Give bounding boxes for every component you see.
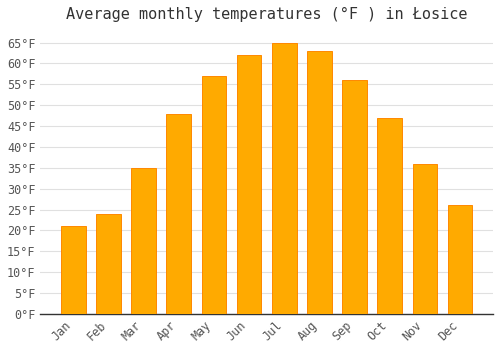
Bar (237, 55, 262, 314)
Bar (272, 43, 296, 314)
Bar (131, 168, 156, 314)
Bar (342, 80, 367, 314)
Bar (61, 226, 86, 314)
Bar (202, 76, 226, 314)
Bar (166, 113, 191, 314)
Title: Average monthly temperatures (°F ) in Łosice: Average monthly temperatures (°F ) in Ło… (66, 7, 468, 22)
Bar (96, 214, 120, 314)
Bar (307, 51, 332, 314)
Bar (378, 118, 402, 314)
Bar (448, 205, 472, 314)
Bar (412, 164, 438, 314)
